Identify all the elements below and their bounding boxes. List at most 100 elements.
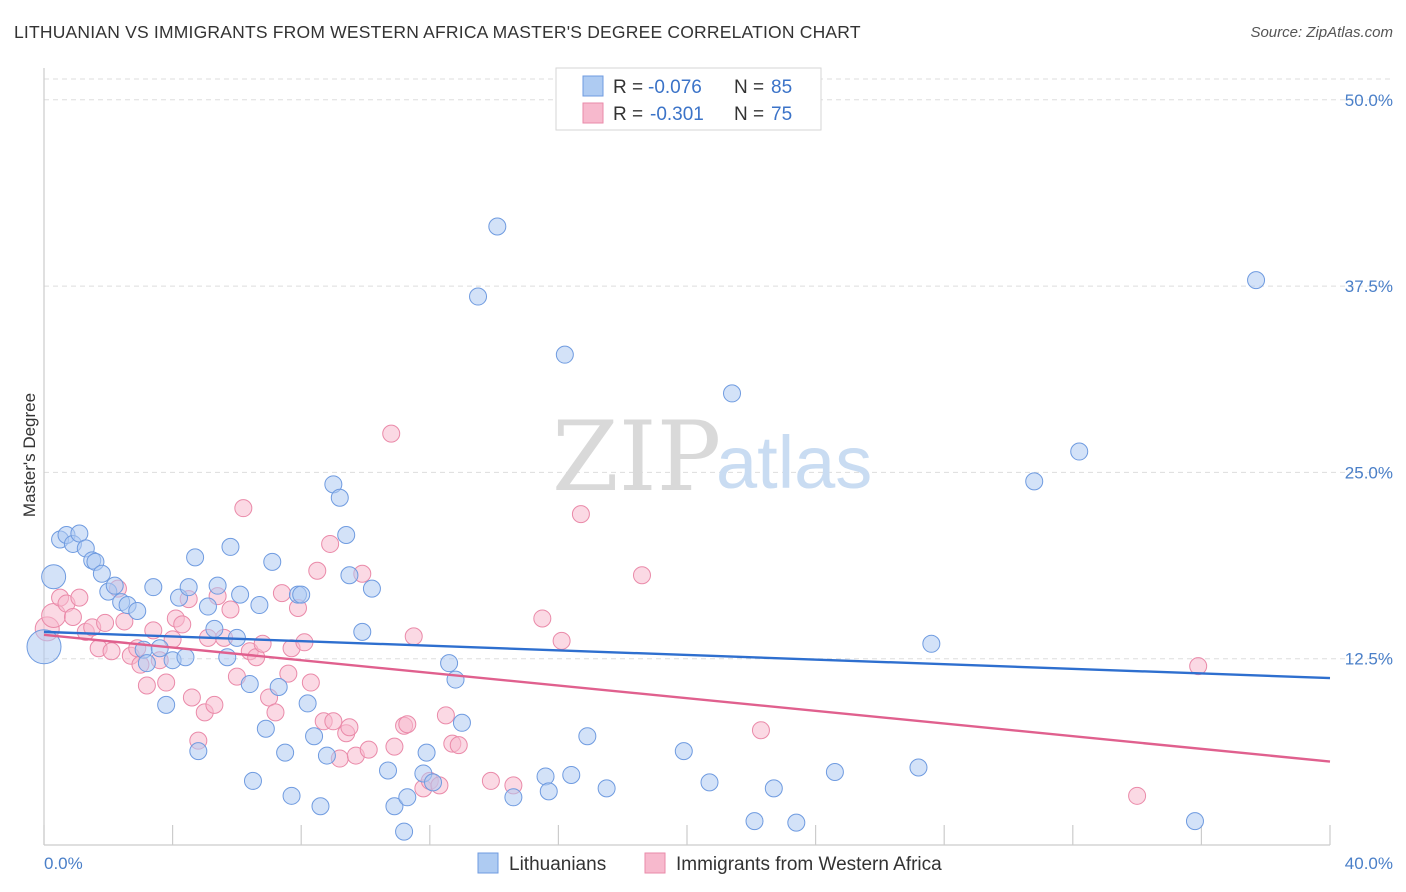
legend-r-value-2: -0.301 bbox=[650, 104, 704, 125]
series-lithuanians bbox=[26, 217, 1266, 841]
immigrants-point-5 bbox=[70, 588, 89, 607]
immigrants-point-38 bbox=[266, 703, 285, 722]
watermark-atlas: atlas bbox=[716, 421, 872, 504]
lithuanians-point-67 bbox=[539, 782, 558, 801]
lithuanians-point-60 bbox=[440, 654, 459, 673]
immigrants-point-58 bbox=[398, 715, 417, 734]
lithuanians-point-52 bbox=[362, 579, 381, 598]
immigrants-point-56 bbox=[385, 737, 404, 756]
watermark: ZIP atlas bbox=[552, 401, 872, 513]
watermark-zip: ZIP bbox=[552, 401, 721, 513]
lithuanians-point-69 bbox=[562, 765, 581, 784]
immigrants-point-31 bbox=[221, 600, 240, 619]
lithuanians-point-30 bbox=[221, 537, 240, 556]
bottom-legend-immigrants: Immigrants from Western Africa bbox=[676, 854, 942, 875]
lithuanians-point-45 bbox=[311, 797, 330, 816]
immigrants-point-70 bbox=[571, 505, 590, 524]
immigrants-point-16 bbox=[137, 676, 156, 695]
lithuanians-point-1 bbox=[41, 564, 67, 590]
correlation-legend: R = -0.076 N = 85 R = -0.301 N = 75 bbox=[555, 67, 822, 131]
bottom-legend-swatch-lithuanians bbox=[477, 852, 499, 874]
lithuanians-point-46 bbox=[317, 746, 336, 765]
lithuanians-point-42 bbox=[292, 585, 311, 604]
immigrants-point-51 bbox=[340, 718, 359, 737]
lithuanians-point-58 bbox=[417, 743, 436, 762]
immigrants-point-40 bbox=[279, 664, 298, 683]
lithuanians-point-73 bbox=[700, 773, 719, 792]
lithuanians-point-32 bbox=[231, 585, 250, 604]
lithuanians-point-19 bbox=[157, 695, 176, 714]
y-tick-labels: 12.5% 25.0% 37.5% 50.0% bbox=[1345, 91, 1393, 669]
lithuanians-point-5 bbox=[70, 524, 89, 543]
immigrants-point-28 bbox=[205, 695, 224, 714]
immigrants-point-9 bbox=[96, 613, 115, 632]
lithuanians-point-80 bbox=[922, 634, 941, 653]
x-tick-label-max: 40.0% bbox=[1345, 854, 1393, 873]
legend-n-label-2: N = bbox=[734, 104, 764, 125]
immigrants-point-10 bbox=[102, 642, 121, 661]
lithuanians-point-66 bbox=[536, 767, 555, 786]
lithuanians-point-34 bbox=[243, 771, 262, 790]
axes bbox=[43, 68, 1331, 846]
lithuanians-point-59 bbox=[424, 773, 443, 792]
immigrants-point-59 bbox=[404, 627, 423, 646]
immigrants-point-44 bbox=[301, 673, 320, 692]
lithuanians-point-9 bbox=[92, 564, 111, 583]
immigrants-point-39 bbox=[272, 584, 291, 603]
lithuanians-point-53 bbox=[379, 761, 398, 780]
immigrants-point-69 bbox=[552, 631, 571, 650]
bottom-legend-lithuanians: Lithuanians bbox=[509, 854, 606, 875]
lithuanians-point-78 bbox=[825, 762, 844, 781]
lithuanians-point-18 bbox=[150, 639, 169, 658]
lithuanians-point-16 bbox=[137, 654, 156, 673]
trend-lines bbox=[43, 630, 1331, 763]
lithuanians-point-17 bbox=[144, 578, 163, 597]
x-tick-label-min: 0.0% bbox=[44, 854, 83, 873]
legend-swatch-blue bbox=[582, 75, 604, 97]
lithuanians-point-14 bbox=[128, 602, 147, 621]
lithuanians-point-64 bbox=[488, 217, 507, 236]
lithuanians-point-11 bbox=[105, 576, 124, 595]
immigrants-point-71 bbox=[632, 566, 651, 585]
lithuanians-point-43 bbox=[298, 694, 317, 713]
immigrants-point-22 bbox=[173, 615, 192, 634]
y-tick-label-2: 37.5% bbox=[1345, 277, 1393, 296]
lithuanians-point-49 bbox=[337, 526, 356, 544]
trend-line-immigrants bbox=[43, 633, 1331, 763]
immigrants-point-72 bbox=[751, 721, 770, 740]
immigrants-point-74 bbox=[1189, 657, 1208, 676]
lithuanians-point-23 bbox=[179, 578, 198, 597]
legend-n-value-2: 75 bbox=[771, 104, 792, 125]
legend-n-label-1: N = bbox=[734, 77, 764, 98]
lithuanians-point-40 bbox=[282, 786, 301, 805]
immigrants-point-55 bbox=[382, 424, 401, 443]
immigrants-point-47 bbox=[321, 534, 340, 553]
immigrants-point-33 bbox=[234, 499, 253, 518]
grid-lines bbox=[44, 78, 1392, 660]
lithuanians-point-0 bbox=[26, 629, 62, 665]
lithuanians-point-65 bbox=[504, 788, 523, 807]
immigrants-point-65 bbox=[449, 736, 468, 755]
lithuanians-point-75 bbox=[745, 812, 764, 831]
lithuanians-point-28 bbox=[208, 576, 227, 595]
immigrants-point-54 bbox=[359, 740, 378, 759]
lithuanians-point-63 bbox=[469, 287, 488, 306]
lithuanians-point-72 bbox=[674, 742, 693, 761]
legend-r-label-2: R = bbox=[613, 104, 643, 125]
lithuanians-point-25 bbox=[189, 742, 208, 761]
y-tick-label-0: 12.5% bbox=[1345, 650, 1393, 669]
legend-r-value-1: -0.076 bbox=[648, 77, 702, 98]
series-legend: Lithuanians Immigrants from Western Afri… bbox=[477, 852, 942, 875]
immigrants-point-73 bbox=[1128, 786, 1147, 805]
legend-n-value-1: 85 bbox=[771, 77, 792, 98]
lithuanians-point-79 bbox=[909, 758, 928, 777]
legend-r-label-1: R = bbox=[613, 77, 643, 98]
lithuanians-point-56 bbox=[398, 788, 417, 807]
lithuanians-point-83 bbox=[1185, 812, 1204, 831]
lithuanians-point-33 bbox=[240, 675, 259, 694]
source-label: Source: ZipAtlas.com bbox=[1250, 24, 1393, 41]
legend-swatch-pink bbox=[582, 102, 604, 124]
lithuanians-point-81 bbox=[1025, 472, 1044, 491]
lithuanians-point-48 bbox=[330, 488, 349, 507]
immigrants-point-68 bbox=[533, 609, 552, 628]
